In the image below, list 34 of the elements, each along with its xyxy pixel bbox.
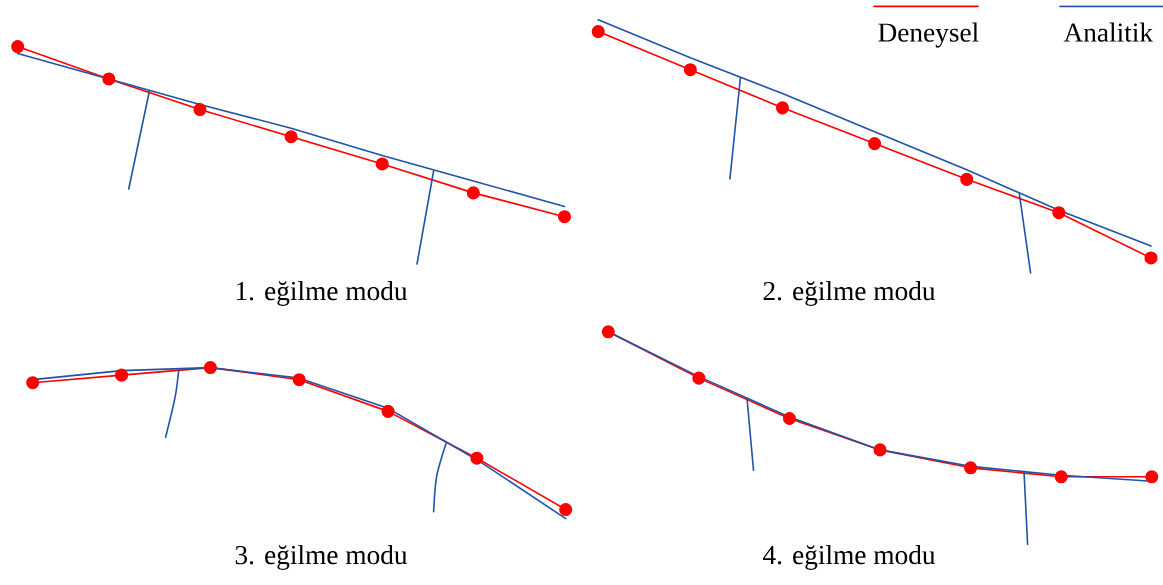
point xyxy=(470,451,484,465)
legend-label: Deneysel xyxy=(878,22,979,48)
point xyxy=(284,130,298,144)
point xyxy=(559,502,573,517)
point xyxy=(873,443,887,457)
point xyxy=(775,101,790,115)
point xyxy=(692,371,706,385)
point xyxy=(115,368,129,382)
point xyxy=(1052,206,1066,220)
point xyxy=(292,373,306,387)
point xyxy=(964,461,978,475)
legend-label: Analitik xyxy=(1063,22,1154,42)
point xyxy=(868,137,882,151)
point xyxy=(782,411,796,426)
point xyxy=(11,40,25,54)
point xyxy=(466,186,480,200)
point xyxy=(375,157,389,171)
text: 1. eğilme modu xyxy=(236,281,408,306)
text: 3. eğilme modu xyxy=(235,545,408,570)
point xyxy=(1145,470,1159,484)
point xyxy=(1144,251,1158,265)
point xyxy=(26,376,40,390)
point xyxy=(193,103,207,117)
text: 2. eğilme modu xyxy=(763,281,936,306)
text: 4. eğilme modu xyxy=(763,545,936,570)
point xyxy=(591,25,605,39)
point xyxy=(203,361,217,375)
point xyxy=(557,210,572,224)
point xyxy=(381,404,395,418)
point xyxy=(960,172,974,186)
point xyxy=(1054,470,1068,484)
point xyxy=(102,72,116,86)
point xyxy=(683,63,697,77)
point xyxy=(601,325,615,339)
